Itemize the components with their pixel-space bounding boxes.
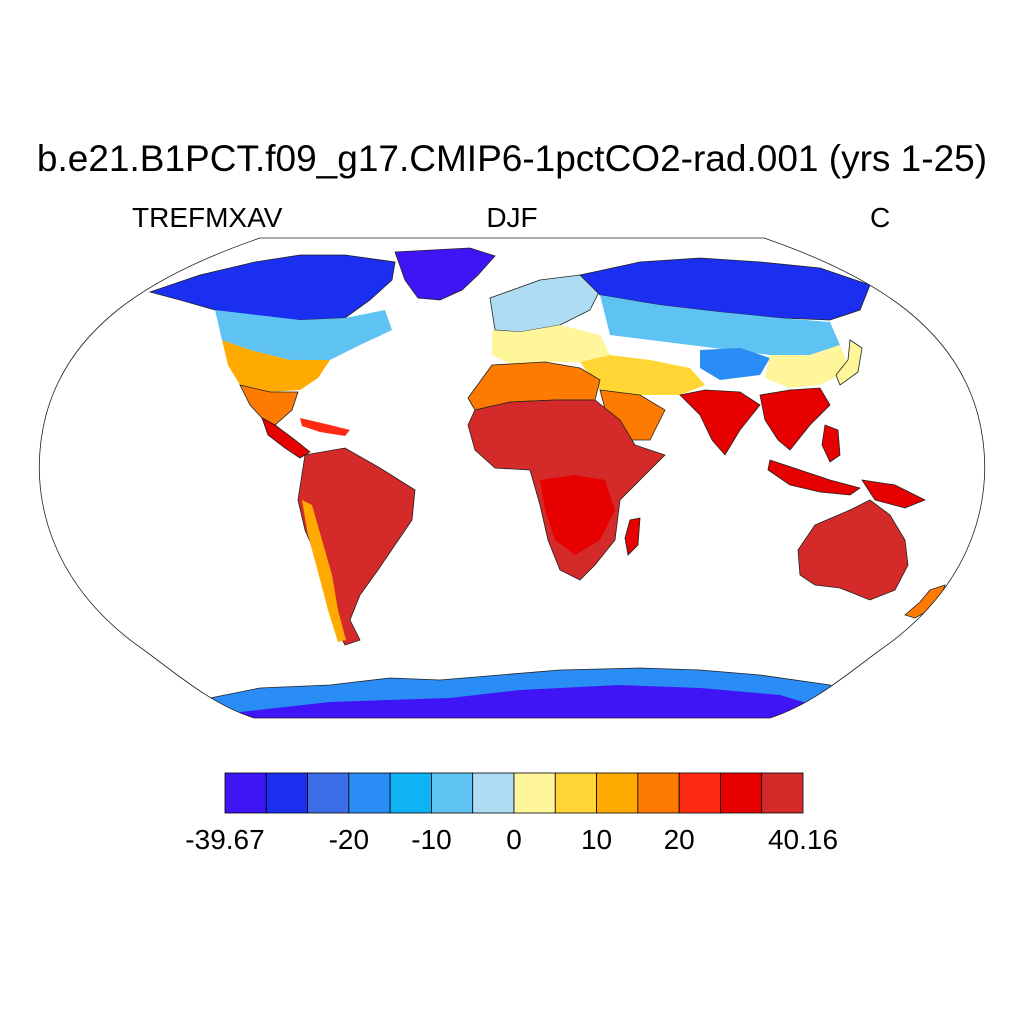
greenland-region xyxy=(394,247,496,301)
caribbean-region xyxy=(300,418,350,436)
north-america-south xyxy=(222,340,330,392)
variable-label: TREFMXAV xyxy=(132,202,283,233)
colorbar-swatch xyxy=(431,772,474,814)
colorbar-tick-label: -20 xyxy=(329,824,369,855)
colorbar-swatch xyxy=(554,772,597,814)
new-guinea-region xyxy=(861,479,926,509)
colorbar-labels: -39.67 -20 -10 0 10 20 40.16 xyxy=(185,824,838,855)
colorbar-swatch xyxy=(348,772,391,814)
chart-title: b.e21.B1PCT.f09_g17.CMIP6-1pctCO2-rad.00… xyxy=(36,138,988,179)
new-zealand-region xyxy=(904,584,946,619)
globe-outline xyxy=(38,237,986,719)
units-label: C xyxy=(870,202,891,233)
colorbar-tick-label: 20 xyxy=(664,824,695,855)
colorbar-tick-label: -39.67 xyxy=(185,824,264,855)
colorbar-swatch xyxy=(224,772,267,814)
colorbar-tick-label: -10 xyxy=(411,824,451,855)
middle-east-region xyxy=(580,355,705,395)
colorbar-tick-label: 0 xyxy=(506,824,522,855)
east-china-region xyxy=(765,345,850,388)
mexico-region xyxy=(239,384,299,426)
colorbar-swatches xyxy=(224,772,804,814)
south-asia-region xyxy=(679,389,761,456)
madagascar-region xyxy=(624,517,641,556)
southeast-asia-region xyxy=(759,387,831,451)
colorbar-swatch xyxy=(472,772,515,814)
colorbar-swatch xyxy=(637,772,680,814)
colorbar-swatch xyxy=(761,772,804,814)
colorbar-swatch xyxy=(265,772,308,814)
europe-region xyxy=(489,274,601,333)
colorbar-tick-label: 10 xyxy=(581,824,612,855)
southern-europe-region xyxy=(492,325,610,365)
colorbar-swatch xyxy=(678,772,721,814)
colorbar-swatch xyxy=(513,772,556,814)
central-africa-region xyxy=(540,475,615,555)
colorbar-swatch xyxy=(596,772,639,814)
land-layer xyxy=(148,247,946,718)
season-label: DJF xyxy=(486,202,538,233)
colorbar-swatch xyxy=(307,772,350,814)
philippines-region xyxy=(821,424,841,463)
colorbar-swatch xyxy=(389,772,432,814)
colorbar-swatch xyxy=(720,772,763,814)
indonesia-region xyxy=(767,459,861,496)
colorbar-tick-label: 40.16 xyxy=(768,824,838,855)
central-asia-region xyxy=(600,295,840,355)
andes-region xyxy=(302,500,346,642)
antarctica-interior xyxy=(230,685,840,718)
japan-region xyxy=(835,339,863,386)
australia-region xyxy=(797,499,909,601)
north-america-mid xyxy=(215,310,392,360)
tibet-region xyxy=(700,348,770,380)
